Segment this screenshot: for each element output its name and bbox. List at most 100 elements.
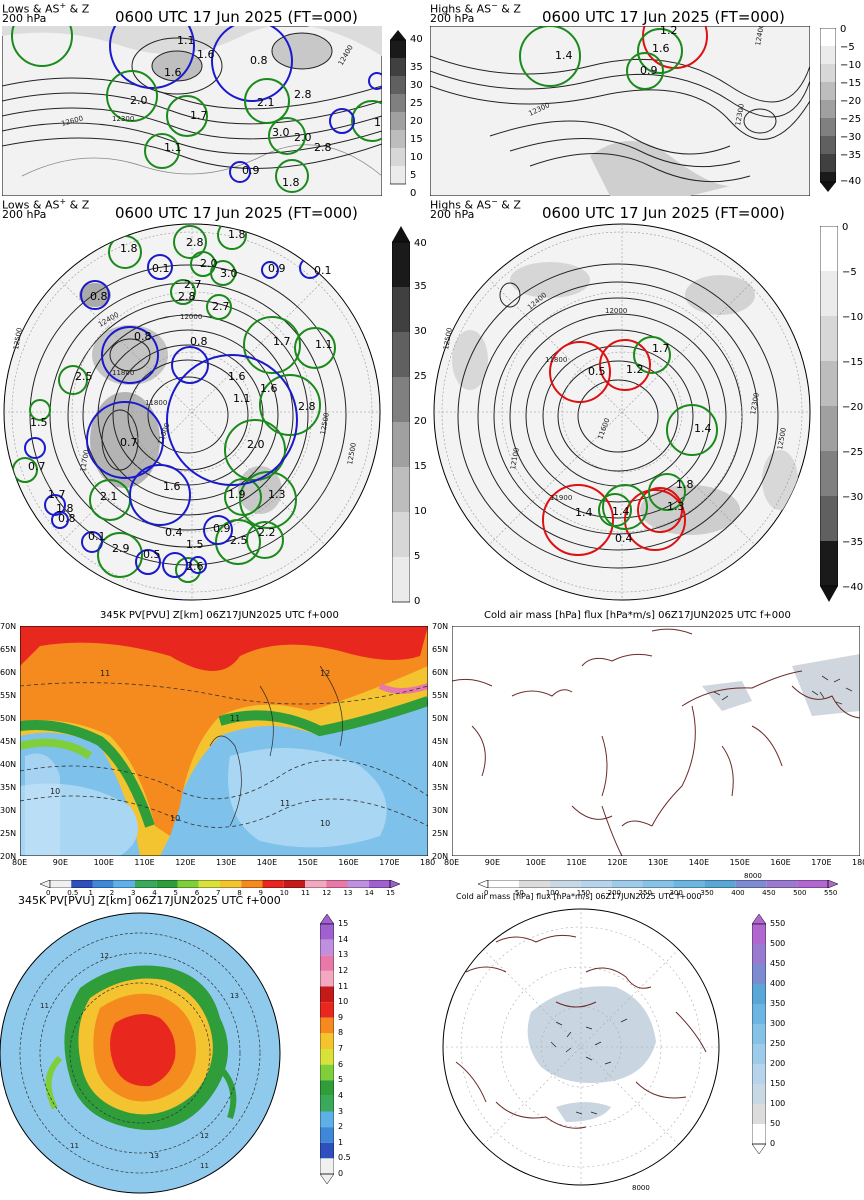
colorbar-tick: 15	[414, 461, 427, 472]
center-value: 1.3	[268, 488, 286, 501]
center-value: 2.5	[230, 534, 248, 547]
lat-tick: 40N	[432, 760, 449, 769]
lat-tick: 65N	[432, 645, 449, 654]
contour-label: 12400	[754, 26, 766, 46]
colorbar-tick: 6	[194, 889, 200, 897]
contour-label: 12300	[749, 392, 761, 415]
lat-tick: 70N	[0, 622, 17, 631]
colorbar-tick: 25	[410, 98, 423, 109]
colorbar-tick: 200	[770, 1059, 786, 1068]
contour-label: 11900	[550, 494, 572, 502]
center-value: 1.3	[667, 500, 685, 513]
lon-tick: 130E	[648, 858, 669, 867]
lat-tick: 50N	[0, 714, 17, 723]
colorbar-tick: −40	[840, 176, 862, 187]
lon-tick: 160E	[770, 858, 791, 867]
center-value: 2.8	[178, 290, 196, 303]
lat-tick: 55N	[0, 691, 17, 700]
colorbar-tick: 12	[338, 965, 349, 975]
panel-title: 345K PV[PVU] Z[km] 06Z17JUN2025 UTC f+00…	[18, 894, 281, 907]
colorbar-tick: 13	[338, 950, 349, 960]
center-value: 2.7	[212, 300, 230, 313]
colorbar-tick: 100	[770, 1099, 786, 1108]
center-value: 1.1	[233, 392, 251, 405]
panel-title: 0600 UTC 17 Jun 2025 (FT=000)	[542, 8, 785, 26]
center-value: 3.0	[220, 267, 238, 280]
panel-cold-polar: Cold air mass [hPa] flux [hPa*m/s] 06Z17…	[432, 890, 864, 1200]
lon-tick: 120E	[607, 858, 628, 867]
colorbar-lows-polar	[392, 226, 410, 603]
contour-label: 11800	[112, 369, 134, 377]
colorbar-tick: 4	[338, 1090, 344, 1100]
polar-map-highs: 12500 12400 12000 11800 12300 12500 1210…	[433, 223, 811, 601]
center-value: 3.0	[272, 126, 290, 139]
lon-tick: 90E	[484, 858, 501, 867]
center-value: 0.9	[640, 64, 658, 77]
colorbar-tick: 450	[762, 889, 776, 897]
colorbar-tick: 5	[173, 889, 178, 897]
lon-tick: 140E	[688, 858, 710, 867]
colorbar-tick: 6	[338, 1059, 344, 1069]
center-value: 1.7	[190, 109, 208, 122]
center-value: 1.2	[626, 363, 644, 376]
colorbar-tick: 12	[322, 889, 332, 897]
colorbar-tick: 40	[414, 238, 427, 249]
center-value: 0.1	[314, 264, 332, 277]
panel-subtitle: Highs & AS− & Z	[430, 197, 521, 212]
reference-vector-label: 8000	[744, 872, 762, 880]
lon-tick: 140E	[256, 858, 278, 867]
colorbar-tick: 1	[338, 1137, 344, 1147]
colorbar-tick: −30	[840, 132, 862, 143]
colorbar-tick: 0	[338, 1169, 344, 1178]
lat-tick: 25N	[0, 829, 17, 838]
contour-label: 12500	[442, 327, 454, 350]
colorbar-tick: 3	[131, 889, 136, 897]
center-value: 2.0	[130, 94, 148, 107]
colorbar-tick: −35	[840, 150, 862, 161]
center-value: 1.1	[177, 34, 195, 47]
map-lows-small: 12600 12300 12400 1.1 1.6 1.6 0.8 2.0 2.…	[2, 26, 382, 196]
lon-tick: 180	[852, 858, 864, 867]
lat-tick: 45N	[432, 737, 449, 746]
colorbar-cold	[478, 880, 838, 888]
contour-label: 12000	[180, 313, 202, 321]
lat-tick: 65N	[0, 645, 17, 654]
lat-tick: 20N	[0, 852, 17, 861]
colorbar-tick: 40	[410, 34, 423, 45]
panel-title: 0600 UTC 17 Jun 2025 (FT=000)	[115, 204, 358, 222]
colorbar-tick: 0	[46, 889, 51, 897]
colorbar-tick: −40	[842, 582, 864, 593]
pv-polar-map: 11 13 12 11 13 11 12	[0, 912, 281, 1194]
center-value: 1.7	[652, 342, 670, 355]
colorbar-tick: 1	[88, 889, 93, 897]
lon-tick: 180	[420, 858, 436, 867]
center-value: 0.1	[152, 262, 170, 275]
center-value: 2.1	[257, 96, 275, 109]
colorbar-tick: −20	[840, 96, 862, 107]
lon-tick: 100E	[93, 858, 114, 867]
colorbar-tick: 25	[414, 371, 427, 382]
center-value: 1.4	[694, 422, 712, 435]
colorbar-highs-small	[820, 28, 836, 192]
colorbar-tick: 13	[343, 889, 353, 897]
center-value: 1.8	[676, 478, 694, 491]
colorbar-tick: 150	[770, 1079, 786, 1088]
center-value: 1.6	[260, 382, 278, 395]
panel-title: Cold air mass [hPa] flux [hPa*m/s] 06Z17…	[484, 610, 791, 621]
panel-level: 200 hPa	[2, 12, 47, 25]
center-value: 1.6	[164, 66, 182, 79]
colorbar-tick: 20	[410, 116, 423, 127]
colorbar-tick: 0	[410, 188, 417, 199]
center-value: 1.8	[120, 242, 138, 255]
colorbar-tick: 10	[414, 506, 427, 517]
panel-pv-regional: 345K PV[PVU] Z[km] 06Z17JUN2025 UTC f+00…	[0, 608, 436, 897]
lon-tick: 80E	[12, 858, 28, 867]
lat-tick: 55N	[432, 691, 449, 700]
center-value: 2.8	[314, 141, 332, 154]
center-value: 0.8	[134, 330, 152, 343]
colorbar-tick: 150	[576, 889, 591, 897]
center-value: 2.2	[258, 526, 276, 539]
colorbar-pv	[40, 880, 400, 888]
center-value: 0.7	[120, 436, 138, 449]
colorbar-tick: −5	[842, 267, 857, 278]
